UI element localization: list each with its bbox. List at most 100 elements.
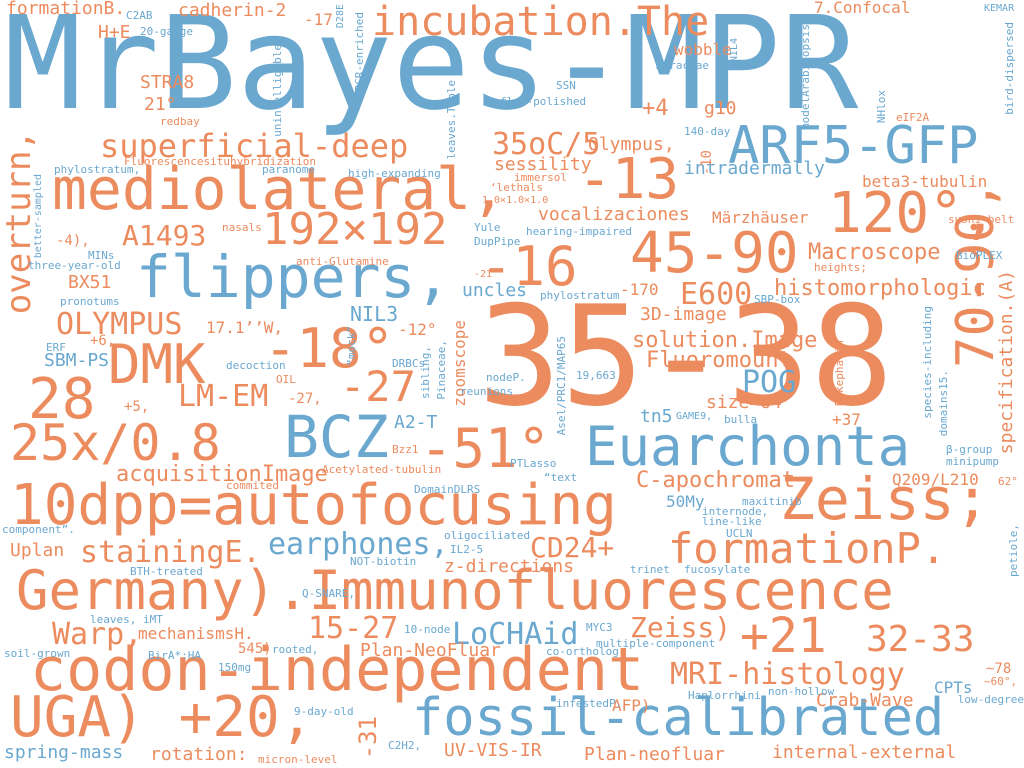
word-m51: -51°: [420, 417, 551, 480]
word-plan-neofluar2: Plan-neofluar: [584, 744, 725, 765]
word-25x: 25x/0.8: [10, 414, 221, 472]
word-uncles: uncles: [462, 280, 528, 301]
word-spring-mass: spring-mass: [4, 742, 124, 763]
word-petiole: petiole,: [1007, 524, 1020, 577]
word-bira: BirA*:HA: [148, 649, 201, 662]
word-q209: Q209/L210: [892, 470, 979, 489]
word-beta-group: β-group: [946, 443, 993, 456]
word-minipump: minipump: [946, 455, 999, 468]
word-confocal: 7.Confocal: [814, 0, 911, 17]
word-commited: commited: [226, 479, 279, 492]
word-solution-image: solution.Image: [632, 328, 818, 353]
word-mechanismsh: mechanismsH.: [138, 624, 254, 643]
word-hearing-impaired: hearing-impaired: [526, 225, 632, 238]
word-a2-t: A2-T: [394, 412, 438, 433]
word-m78: ~78: [986, 661, 1012, 677]
word-d28e: D28E: [335, 4, 346, 29]
word-kemar: KEMAR: [984, 3, 1015, 14]
word-acquisitionimage: acquisitionImage: [116, 462, 328, 487]
word-10-node: 10-node: [404, 623, 451, 636]
word-reunions: reunions: [460, 385, 513, 398]
word-m16: -16: [480, 235, 578, 298]
word-unintelligible: unintelligible: [271, 44, 284, 137]
word-g10: g10: [704, 98, 737, 119]
word-trinet: trinet: [630, 563, 670, 576]
word-bioplex: BioPLEX: [956, 249, 1003, 262]
word-dmk: DMK: [108, 333, 206, 396]
word-bth-treated: BTH-treated: [130, 565, 203, 578]
word-olympus-caps: OLYMPUS: [56, 307, 183, 342]
word-nhlox: NHlox: [875, 90, 888, 124]
word-erf: ERF: [46, 341, 66, 354]
word-cadherin: cadherin-2: [178, 0, 287, 21]
word-warp: Warp,: [52, 617, 143, 652]
word-c2ab: C2AB: [126, 9, 153, 22]
word-60deg: ~60°,: [984, 675, 1018, 688]
word-9-day-old: 9-day-old: [294, 705, 354, 718]
word-150mg: 150mg: [218, 661, 252, 674]
word-e600: E600: [680, 277, 753, 312]
word-paranome: paranome: [262, 163, 315, 176]
word-phylostratum-comma: phylostratum,: [54, 163, 141, 176]
word-acetylated-tubulin: Acetylated-tubulin: [322, 463, 442, 476]
word-z-directions: z-directions: [444, 556, 575, 577]
word-nil3: NIL3: [350, 302, 399, 326]
word-leaves-imt: leaves, iMT: [90, 613, 163, 626]
word-192x192: 192×192: [262, 204, 448, 255]
word-fucosylate: fucosylate: [684, 563, 751, 576]
word-formationp: formationP.: [668, 524, 947, 573]
word-cpts: CPTs: [934, 678, 973, 697]
word-intradermally: intradermally: [684, 158, 825, 179]
word-infestedp: infestedP.: [556, 697, 623, 710]
word-anti-glutamine: anti-Glutamine: [296, 255, 389, 268]
word-p21: +21: [740, 608, 827, 664]
word-oligociliated: oligociliated: [444, 529, 531, 542]
word-overturn: overturn,: [0, 130, 39, 315]
word-28: 28: [28, 367, 96, 432]
word-c-apochromat: C-apochromat: [636, 468, 795, 493]
word-low-degree: low-degree: [957, 693, 1024, 706]
word-size64: size=64: [706, 392, 782, 413]
word-duppipe: DupPipe: [474, 235, 521, 248]
word-species-including: species-including: [921, 306, 934, 419]
word-line-like: line-like: [702, 515, 762, 528]
word-mrbayes: MrBayes-MPR: [4, 0, 859, 139]
word-internode: internode,: [702, 505, 769, 518]
word-drbcs: DRBCs: [392, 357, 426, 370]
word-euarchonta: Euarchonta: [585, 415, 911, 478]
word-fluor-hybridization: Fluorescencesituhybridization: [124, 155, 317, 168]
word-earphones: earphones,: [268, 527, 449, 562]
word-lethals: ‘lethals: [490, 181, 543, 194]
word-non-hollow: non-hollow: [768, 685, 835, 698]
word-545: 545): [238, 641, 272, 657]
word-q-snare: Q-SNARE,: [302, 587, 355, 600]
word-mins: MINs: [88, 249, 115, 262]
word-he: H+E: [98, 22, 131, 43]
word-21deg: 21°: [144, 94, 177, 115]
word-19663: 19,663: [576, 369, 616, 382]
word-m4: -4),: [56, 233, 90, 249]
word-immersol: immersol: [514, 171, 567, 184]
word-140-day: 140-day: [684, 125, 731, 138]
word-game9: GAME9,: [676, 411, 713, 422]
word-1x1x1: 1.0×1.0×1.0: [482, 195, 549, 206]
word-lm-em: LM-EM: [178, 379, 269, 414]
word-bird-dispersed: bird-dispersed: [1003, 22, 1016, 115]
word-model-arabidopsis: modelArabidopsis: [799, 24, 812, 130]
word-bulla: bulla: [724, 413, 758, 426]
word-flat-polished: flat-polished: [500, 95, 587, 108]
word-maxitinib: maxitinib: [742, 495, 802, 508]
word-afp: AFP): [612, 696, 651, 715]
word-sbm-ps: SBM-PS: [44, 350, 110, 371]
word-ucln: UCLN: [726, 527, 753, 540]
word-uv-vis-ir: UV-VIS-IR: [444, 740, 542, 761]
word-50my: 50My: [666, 492, 705, 511]
word-sushi-belt: sushi-belt: [948, 213, 1015, 226]
word-sbp-box: SBP-box: [754, 293, 801, 306]
word-pronotums: pronotums: [60, 295, 120, 308]
word-fossil-calibrated: fossil-calibrated: [412, 688, 945, 748]
word-macroscope: Macroscope: [808, 240, 941, 265]
word-wobble: wobble: [674, 40, 732, 59]
word-3d-image: 3D-image: [640, 304, 727, 325]
